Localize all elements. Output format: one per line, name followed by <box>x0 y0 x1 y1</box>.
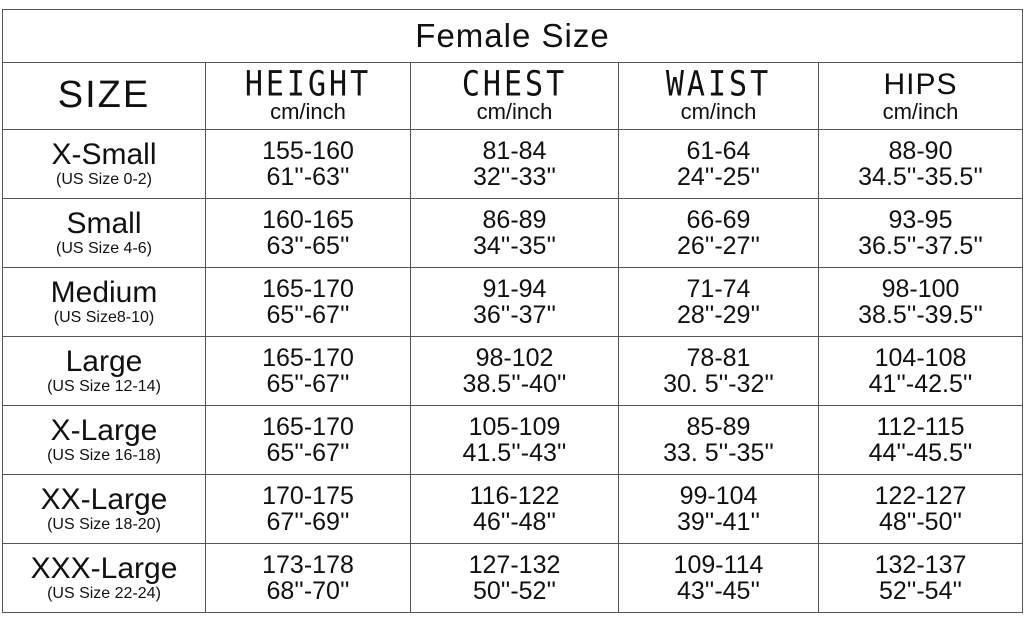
size-cell: Large (US Size 12-14) <box>2 336 206 406</box>
hips-cell: 122-127 48''-50'' <box>817 474 1024 544</box>
table-row: XX-Large (US Size 18-20) 170-175 67''-69'' 1… <box>2 474 1024 544</box>
waist-cell: 61-64 24''-25'' <box>618 129 819 199</box>
header-height: HEIGHT cm/inch <box>205 62 411 130</box>
table-row: XXX-Large (US Size 22-24) 173-178 68''-70''… <box>2 543 1024 613</box>
size-cell: Small (US Size 4-6) <box>2 198 206 268</box>
height-cell: 165-170 65''-67'' <box>205 405 411 475</box>
hips-cell: 88-90 34.5''-35.5'' <box>817 129 1024 199</box>
waist-cell: 71-74 28''-29'' <box>618 267 819 337</box>
size-cell: X-Large (US Size 16-18) <box>2 405 206 475</box>
height-cell: 160-165 63''-65'' <box>205 198 411 268</box>
height-cell: 165-170 65''-67'' <box>205 336 411 406</box>
waist-cell: 109-114 43''-45'' <box>618 543 819 613</box>
height-cell: 155-160 61''-63'' <box>205 129 411 199</box>
height-cell: 173-178 68''-70'' <box>205 543 411 613</box>
size-chart-table: Female Size SIZE HEIGHT cm/inch CHEST cm/i… <box>1 9 1024 613</box>
height-cell: 170-175 67''-69'' <box>205 474 411 544</box>
header-chest: CHEST cm/inch <box>410 62 619 130</box>
waist-cell: 66-69 26''-27'' <box>618 198 819 268</box>
chest-cell: 105-109 41.5''-43'' <box>410 405 619 475</box>
header-size: SIZE <box>2 62 206 130</box>
hips-cell: 132-137 52''-54'' <box>817 543 1024 613</box>
size-cell: Medium (US Size8-10) <box>2 267 206 337</box>
table-title: Female Size <box>1 9 1024 63</box>
table-row: Small (US Size 4-6) 160-165 63''-65'' 86-89 3… <box>2 198 1024 268</box>
height-cell: 165-170 65''-67'' <box>205 267 411 337</box>
hips-cell: 112-115 44''-45.5'' <box>817 405 1024 475</box>
table-row: X-Small (US Size 0-2) 155-160 61''-63'' 81-8… <box>2 129 1024 199</box>
size-cell: XX-Large (US Size 18-20) <box>2 474 206 544</box>
chest-cell: 86-89 34''-35'' <box>410 198 619 268</box>
chest-cell: 116-122 46''-48'' <box>410 474 619 544</box>
size-cell: X-Small (US Size 0-2) <box>2 129 206 199</box>
table-row: Medium (US Size8-10) 165-170 65''-67'' 91-94… <box>2 267 1024 337</box>
chest-cell: 98-102 38.5''-40'' <box>410 336 619 406</box>
chest-cell: 91-94 36''-37'' <box>410 267 619 337</box>
hips-cell: 93-95 36.5''-37.5'' <box>817 198 1024 268</box>
header-row: SIZE HEIGHT cm/inch CHEST cm/inch WAIST cm/… <box>2 62 1024 130</box>
table-row: X-Large (US Size 16-18) 165-170 65''-67'' 10… <box>2 405 1024 475</box>
table-row: Large (US Size 12-14) 165-170 65''-67'' 98-1… <box>2 336 1024 406</box>
header-waist: WAIST cm/inch <box>618 62 819 130</box>
hips-cell: 98-100 38.5''-39.5'' <box>817 267 1024 337</box>
waist-cell: 85-89 33. 5''-35'' <box>618 405 819 475</box>
waist-cell: 78-81 30. 5''-32'' <box>618 336 819 406</box>
size-cell: XXX-Large (US Size 22-24) <box>2 543 206 613</box>
chest-cell: 81-84 32''-33'' <box>410 129 619 199</box>
header-hips: HIPS cm/inch <box>817 62 1024 130</box>
hips-cell: 104-108 41''-42.5'' <box>817 336 1024 406</box>
waist-cell: 99-104 39''-41'' <box>618 474 819 544</box>
chest-cell: 127-132 50''-52'' <box>410 543 619 613</box>
